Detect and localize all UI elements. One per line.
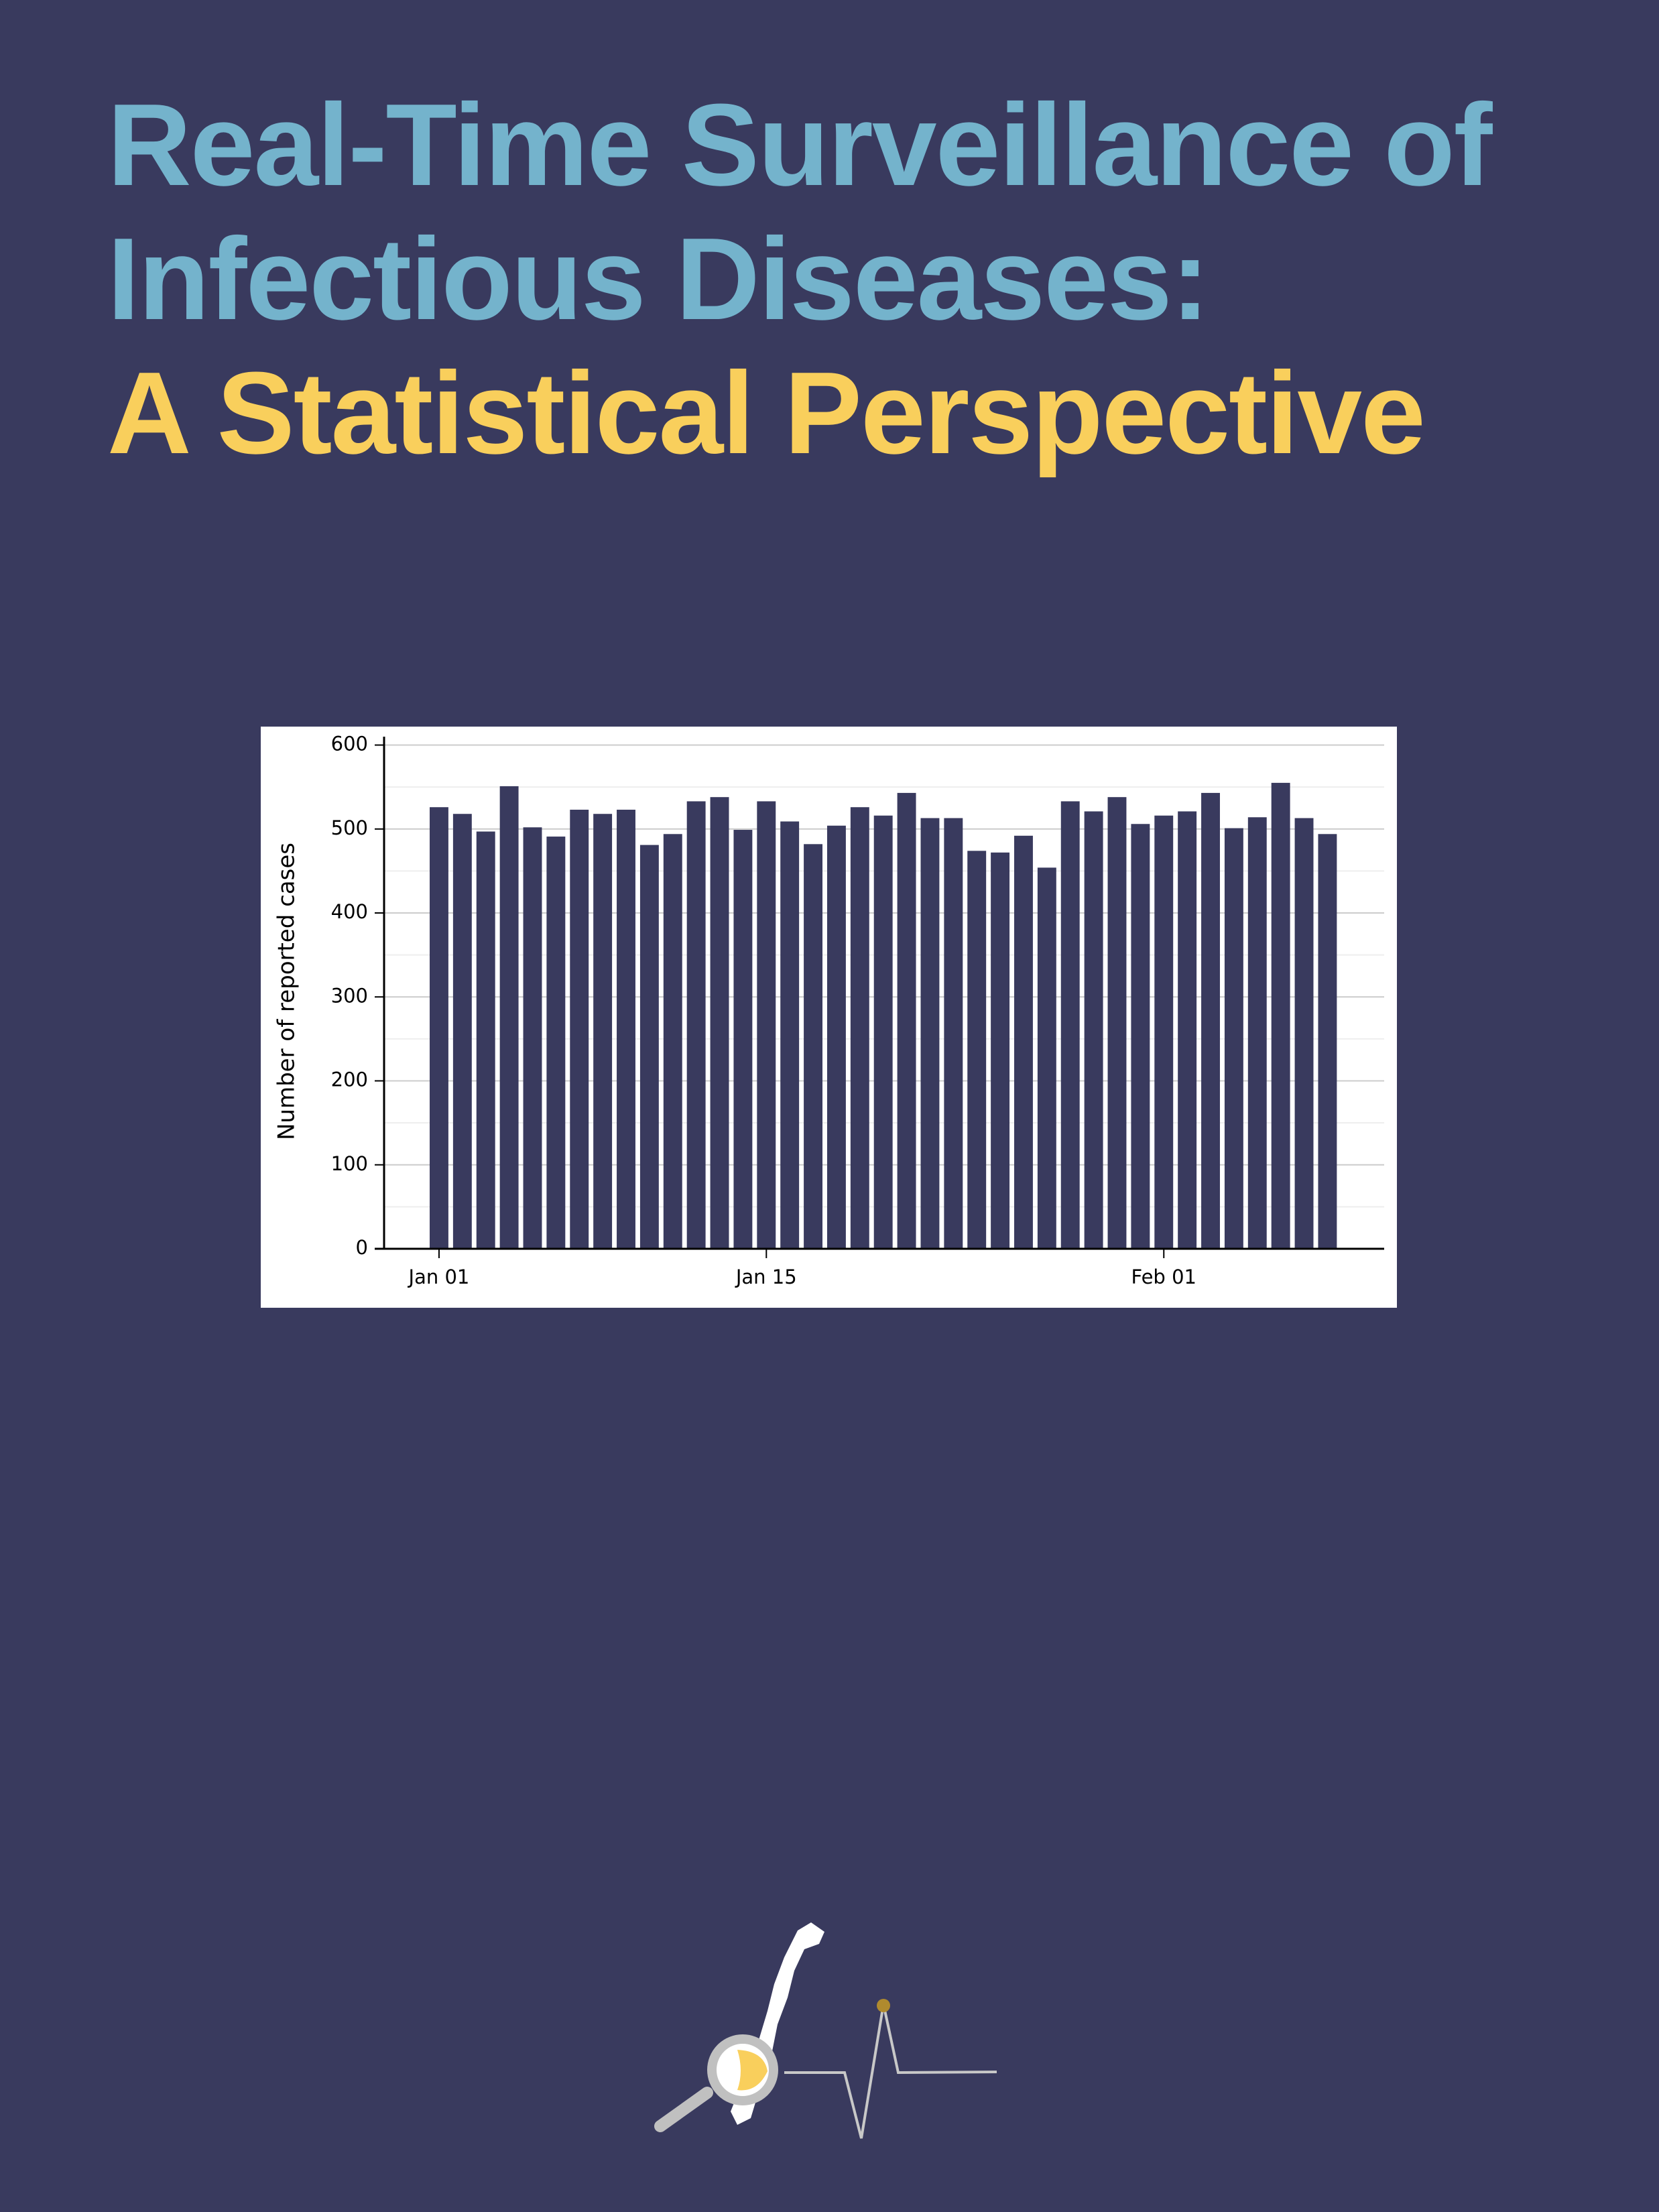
bar (1154, 815, 1174, 1249)
lens-fill (737, 2050, 767, 2091)
pulse-dot (877, 1999, 890, 2012)
bar (757, 801, 776, 1249)
bar (617, 809, 635, 1249)
bar (499, 786, 519, 1249)
bar (1131, 824, 1150, 1249)
bar (780, 821, 800, 1249)
bar (663, 834, 682, 1249)
bar (1201, 792, 1220, 1249)
title-line: Infectious Diseases: (107, 213, 1210, 344)
bar (1037, 867, 1056, 1249)
y-tick-label: 600 (331, 733, 368, 755)
bar (1294, 818, 1314, 1249)
bar (430, 807, 448, 1249)
y-tick-label: 100 (331, 1152, 368, 1175)
bar (1224, 828, 1243, 1249)
bar (1318, 834, 1337, 1249)
magnifier-handle (654, 2087, 713, 2132)
bar (523, 827, 542, 1249)
bar (1178, 811, 1197, 1249)
bar (850, 807, 869, 1249)
y-tick-label: 0 (356, 1236, 368, 1259)
bar (1247, 817, 1267, 1249)
bar (1107, 797, 1127, 1249)
x-tick-label: Jan 01 (408, 1266, 470, 1288)
bar (873, 815, 893, 1249)
logo (654, 1922, 997, 2139)
bar (476, 831, 495, 1249)
bar (686, 801, 706, 1249)
title-line: Real-Time Surveillance of (107, 79, 1493, 210)
bar (897, 792, 916, 1249)
subtitle: A Statistical Perspective (107, 347, 1426, 478)
x-tick-label: Feb 01 (1131, 1266, 1196, 1288)
bar (826, 825, 846, 1249)
bar (944, 818, 963, 1249)
bar (967, 851, 987, 1249)
y-axis-label: Number of reported cases (273, 843, 300, 1140)
y-tick-label: 300 (331, 984, 368, 1007)
bar (639, 845, 659, 1249)
bar (710, 797, 729, 1249)
bar (991, 852, 1010, 1249)
y-tick-label: 200 (331, 1068, 368, 1091)
bar (1084, 811, 1103, 1249)
bar (1060, 801, 1080, 1249)
y-tick-label: 400 (331, 900, 368, 923)
bar (1014, 835, 1033, 1249)
bar (804, 844, 822, 1249)
bar (593, 814, 613, 1249)
x-tick-label: Jan 15 (735, 1266, 797, 1288)
bar (570, 809, 589, 1249)
bar (733, 830, 753, 1249)
y-tick-label: 500 (331, 816, 368, 839)
bar (1271, 782, 1290, 1249)
chart: Number of reported cases 0 100 200 300 400 50… (261, 727, 1397, 1308)
bar (920, 818, 940, 1249)
bar (546, 837, 566, 1249)
pulse-line (784, 2004, 997, 2139)
bar (452, 814, 472, 1249)
